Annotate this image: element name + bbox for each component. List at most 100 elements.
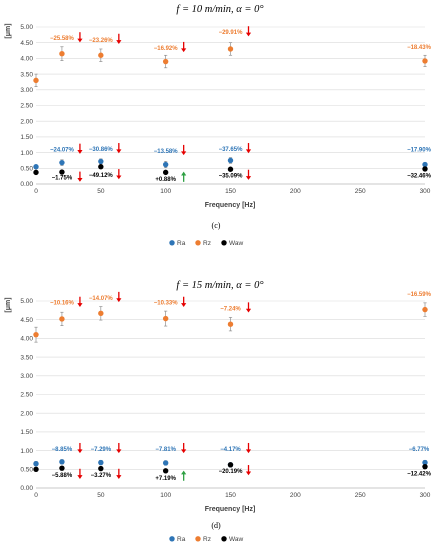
data-point-waw [59, 465, 65, 471]
x-tick-label: 250 [355, 492, 366, 499]
legend-entry-waw: Waw [229, 240, 244, 247]
data-point-ra [59, 459, 65, 465]
x-tick-label: 200 [290, 188, 301, 195]
change-annotation: −18.43% [407, 45, 432, 51]
change-label: −20.19% [219, 469, 244, 475]
legend-marker-waw [221, 240, 227, 246]
y-tick-label: 1.00 [20, 150, 33, 157]
data-point-ra [422, 161, 428, 168]
change-annotation: −1.75% [52, 171, 83, 182]
arrow-down-icon [181, 48, 187, 53]
change-label: −6.77% [409, 447, 430, 453]
x-tick-label: 50 [97, 492, 105, 499]
y-tick-label: 0.50 [20, 467, 33, 474]
arrow-down-icon [116, 175, 122, 180]
series-waw [33, 462, 428, 474]
data-point-waw [422, 166, 428, 172]
x-tick-label: 300 [420, 188, 431, 195]
data-point-ra [422, 459, 428, 466]
y-tick-label: 1.00 [20, 448, 33, 455]
arrow-down-icon [77, 178, 83, 182]
arrow-down-icon [116, 40, 122, 44]
arrow-down-icon [77, 449, 83, 454]
arrow-down-icon [116, 149, 122, 154]
y-tick-label: 3.00 [20, 373, 33, 380]
arrow-down-icon [116, 449, 122, 454]
legend-marker-ra [169, 536, 175, 542]
arrow-down-icon [245, 176, 252, 180]
legend-entry-ra: Ra [177, 240, 186, 247]
data-point-rz [227, 321, 234, 327]
change-annotation: −10.16% [50, 296, 83, 307]
data-point-rz [33, 77, 39, 84]
chart-title: f = 15 m/min, α = 0° [176, 280, 264, 291]
change-label: −13.58% [154, 149, 179, 155]
data-point-rz [98, 310, 104, 317]
data-point-rz [33, 331, 39, 338]
change-annotation: −30.86% [89, 143, 122, 154]
chart-panel-2: f = 15 m/min, α = 0° [μm] 0.00 0.50 1.00 1.50… [5, 280, 432, 543]
series-waw [33, 164, 428, 176]
change-label: +0.88% [155, 177, 176, 183]
data-point-waw [162, 169, 169, 176]
data-point-ra [162, 161, 169, 168]
change-annotation: −29.91% [219, 26, 252, 37]
arrow-up-icon [181, 171, 187, 176]
legend-marker-waw [221, 536, 227, 542]
y-tick-label: 2.50 [20, 103, 33, 110]
chart-title: f = 10 m/min, α = 0° [176, 4, 264, 15]
x-axis-label: Frequency [Hz] [205, 202, 256, 209]
data-point-ra [33, 164, 39, 170]
x-tick-label: 150 [225, 492, 236, 499]
change-annotation: −37.65% [219, 143, 252, 154]
data-point-ra [98, 459, 104, 466]
change-annotation: −14.07% [89, 291, 122, 303]
data-point-rz [422, 58, 428, 64]
data-point-rz [227, 46, 234, 52]
change-annotation: −20.19% [219, 465, 252, 476]
change-annotation: −16.59% [407, 292, 432, 298]
change-annotation: −25.58% [50, 32, 83, 43]
change-annotation: +0.88% [155, 171, 187, 183]
change-label: −10.16% [50, 301, 75, 307]
data-point-waw [33, 169, 39, 176]
data-point-waw [227, 166, 234, 172]
data-point-rz [59, 50, 65, 57]
change-label: −24.07% [50, 148, 75, 154]
change-label: −17.90% [407, 148, 432, 154]
change-annotation: −5.88% [52, 468, 83, 479]
arrow-down-icon [245, 149, 252, 154]
data-point-waw [227, 462, 234, 468]
change-label: −4.17% [220, 447, 241, 453]
change-annotation: −6.77% [409, 447, 430, 453]
data-point-waw [98, 164, 104, 170]
change-label: −7.24% [220, 306, 241, 312]
x-tick-label: 100 [160, 492, 171, 499]
change-annotation: −4.17% [220, 442, 252, 454]
y-axis-label: [μm] [5, 23, 12, 38]
change-label: −32.46% [407, 174, 432, 180]
change-label: −49.12% [89, 173, 114, 179]
data-point-rz [162, 315, 169, 322]
y-tick-label: 2.00 [20, 410, 33, 417]
data-point-ra [227, 157, 234, 164]
y-tick-label: 0.00 [20, 485, 33, 492]
x-tick-label: 0 [34, 188, 38, 195]
arrow-down-icon [181, 151, 187, 156]
legend: Ra Rz Waw [169, 536, 244, 543]
y-tick-label: 5.00 [20, 298, 33, 305]
change-label: −30.86% [89, 147, 114, 153]
x-tick-label: 150 [225, 188, 236, 195]
arrow-down-icon [116, 475, 122, 479]
y-tick-label: 0.50 [20, 166, 33, 173]
change-annotation: −32.46% [407, 174, 432, 180]
change-annotation: −49.12% [89, 169, 122, 180]
arrow-down-icon [77, 475, 83, 479]
change-label: −25.58% [50, 36, 75, 42]
x-tick-label: 100 [160, 188, 171, 195]
data-point-waw [98, 465, 104, 472]
legend-entry-ra: Ra [177, 536, 186, 543]
legend-entry-rz: Rz [203, 240, 211, 247]
arrow-down-icon [181, 449, 187, 454]
